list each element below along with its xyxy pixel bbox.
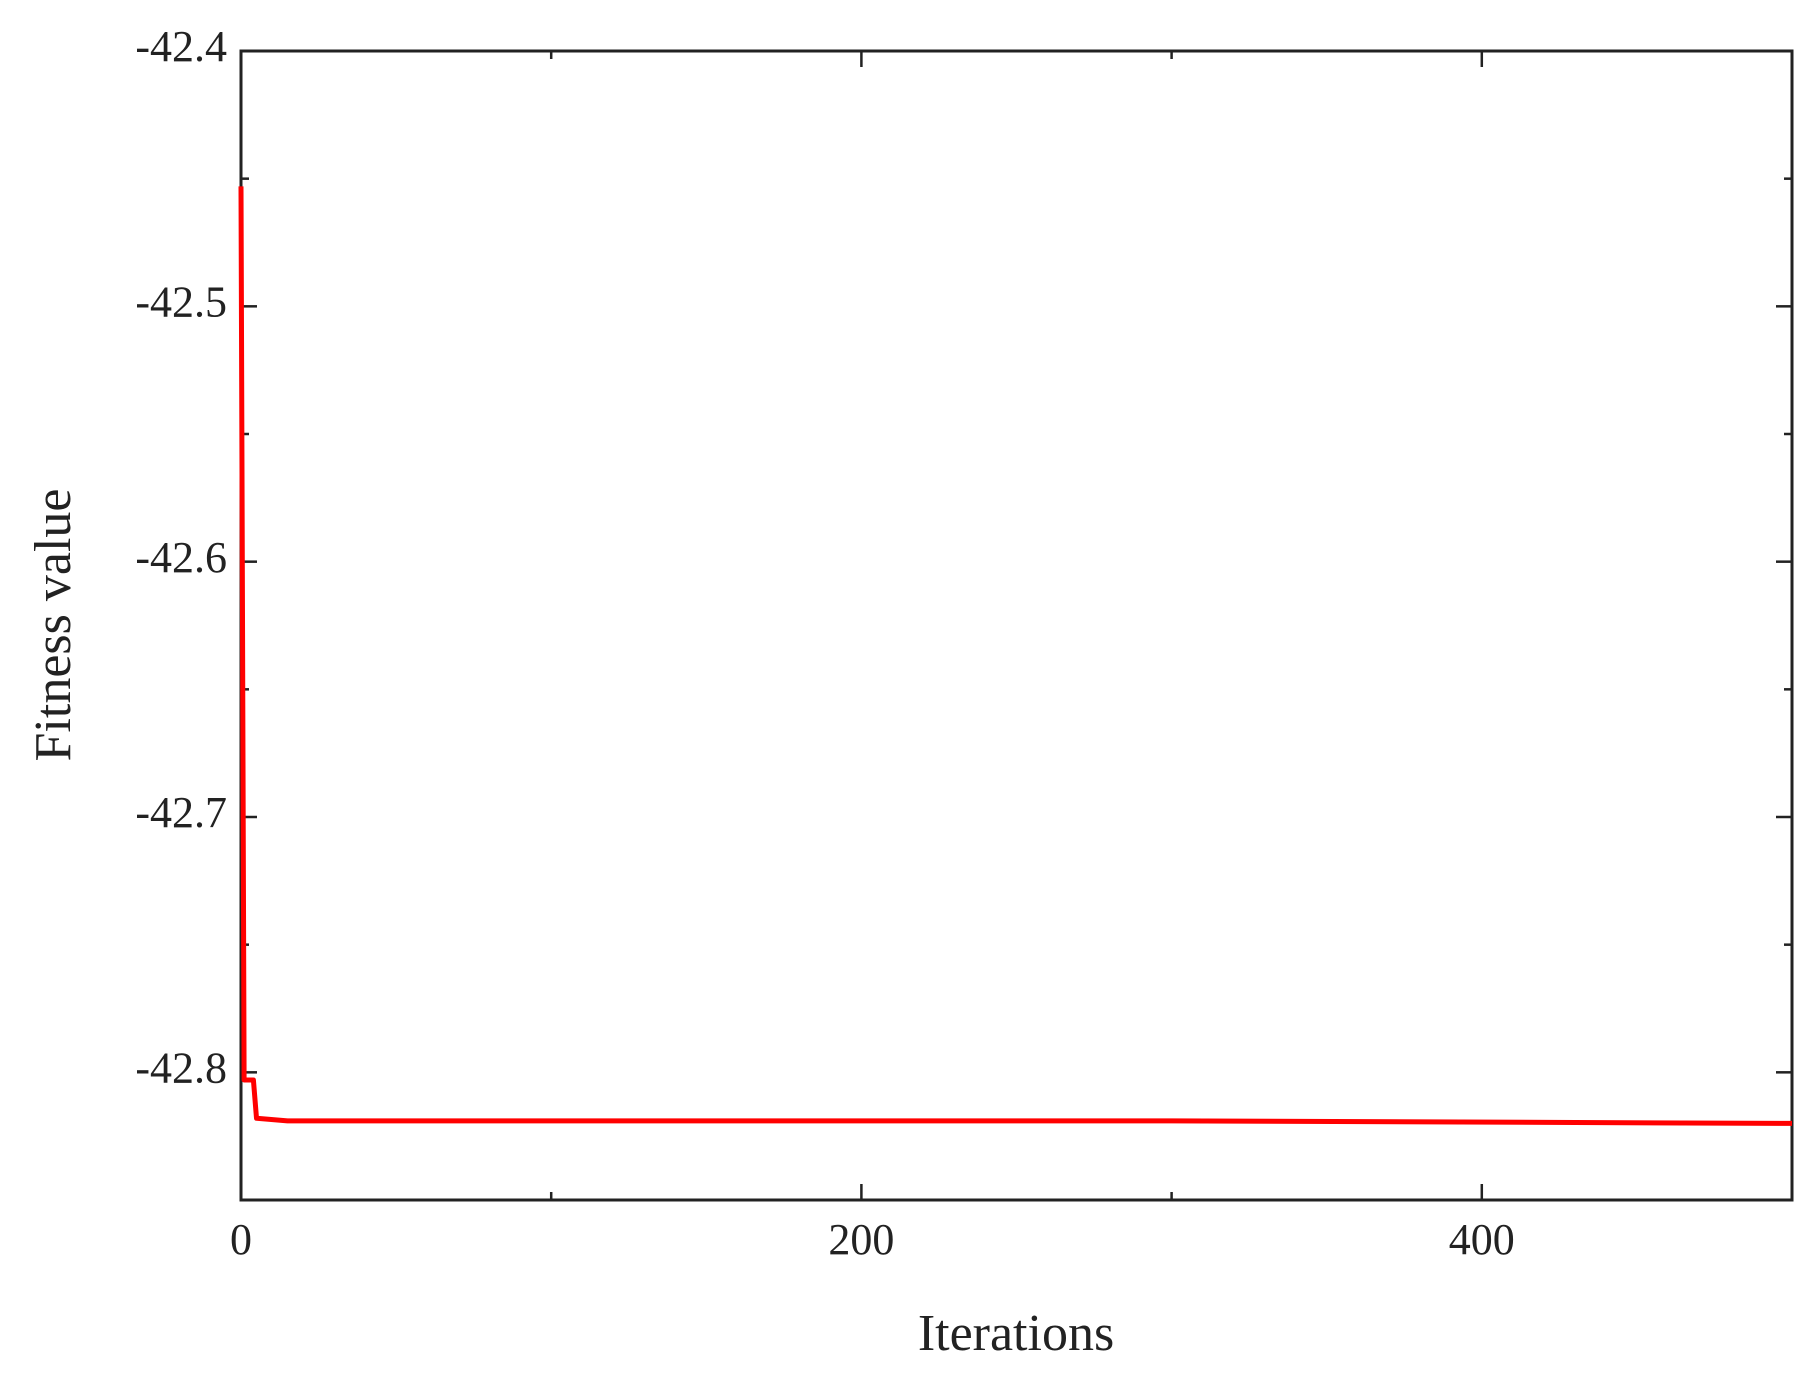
x-tick-label: 400 [1449, 1215, 1515, 1264]
y-tick-label: -42.8 [135, 1043, 227, 1092]
x-axis-title: Iterations [918, 1305, 1114, 1362]
y-tick-label: -42.7 [135, 788, 227, 837]
y-axis-title: Fitness value [25, 489, 82, 762]
data-line [238, 186, 1793, 1126]
x-tick-label: 0 [230, 1215, 252, 1264]
y-tick-label: -42.4 [135, 22, 227, 71]
y-tick-label: -42.5 [135, 277, 227, 326]
x-tick-label: 200 [828, 1215, 894, 1264]
y-tick-label: -42.6 [135, 533, 227, 582]
plot-frame [239, 49, 1794, 1202]
